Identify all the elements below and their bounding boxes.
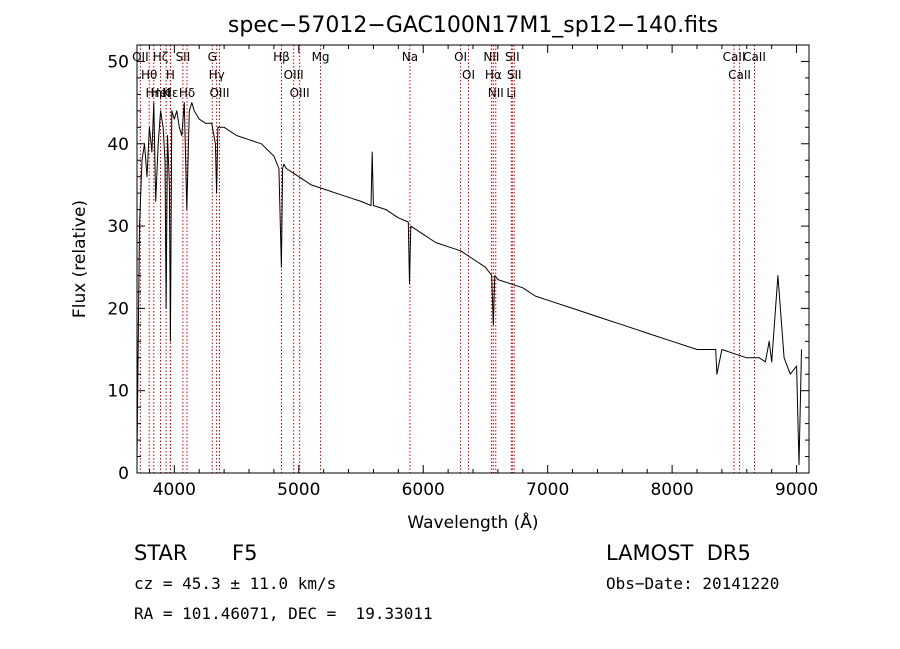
y-tick-label: 20 <box>107 299 129 319</box>
y-tick-label: 10 <box>107 382 129 402</box>
line-marker-label: K <box>162 86 171 100</box>
series-layer <box>136 102 802 466</box>
object-class: STAR <box>134 541 188 565</box>
y-tick-label: 30 <box>107 217 129 237</box>
line-marker-label: Mg <box>312 50 330 64</box>
x-tick-label: 8000 <box>650 480 693 500</box>
x-tick-label: 7000 <box>526 480 569 500</box>
line-marker-label: CaII <box>728 68 751 82</box>
line-marker-layer: OIIHθHηHζHeIKHHεSIIHδGHγOIIIHβOIIIOIIIMg… <box>132 45 766 473</box>
line-marker-label: OIII <box>290 86 310 100</box>
line-marker-label: Hδ <box>179 86 195 100</box>
object-subclass: F5 <box>232 541 258 565</box>
line-marker-label: Hθ <box>141 68 157 82</box>
x-tick-label: 5000 <box>277 480 320 500</box>
redshift-text: cz = 45.3 ± 11.0 km/s <box>134 574 337 593</box>
spectrum-line <box>136 102 802 466</box>
y-tick-label: 50 <box>107 52 129 72</box>
line-marker-label: OII <box>132 50 149 64</box>
line-marker-label: Hη <box>145 86 162 100</box>
line-marker-label: OI <box>454 50 467 64</box>
line-marker-label: NII <box>488 86 504 100</box>
line-marker-label: NII <box>483 50 499 64</box>
x-tick-label: 9000 <box>775 480 818 500</box>
line-marker-label: OI <box>462 68 475 82</box>
line-marker-label: OIII <box>284 68 304 82</box>
line-marker-label: OIII <box>209 86 229 100</box>
survey-release: LAMOST DR5 <box>606 541 751 565</box>
line-marker-label: Hγ <box>209 68 225 82</box>
y-tick-label: 40 <box>107 135 129 155</box>
line-marker-label: Hβ <box>273 50 290 64</box>
line-marker-label: G <box>208 50 217 64</box>
y-tick-label: 0 <box>118 464 129 484</box>
line-marker-label: Hα <box>485 68 502 82</box>
line-marker-label: SII <box>176 50 191 64</box>
obs-date: Obs−Date: 20141220 <box>606 574 780 593</box>
x-tick-label: 6000 <box>402 480 445 500</box>
line-marker-label: CaII <box>743 50 766 64</box>
line-marker-label: SII <box>507 68 522 82</box>
line-marker-label: Li <box>506 86 516 100</box>
x-axis-label: Wavelength (Å) <box>407 511 538 533</box>
x-tick-label: 4000 <box>153 480 196 500</box>
line-marker-label: CaII <box>723 50 746 64</box>
axis-layer: 4000 5000 6000 7000 8000 9000 0 10 20 30 40 50 <box>107 45 818 500</box>
line-marker-label: HeI <box>151 86 171 100</box>
chart-title: spec−57012−GAC100N17M1_sp12−140.fits <box>228 13 718 38</box>
coordinates: RA = 101.46071, DEC = 19.33011 <box>134 604 433 623</box>
y-axis-label: Flux (relative) <box>70 200 90 318</box>
line-marker-label: Hε <box>163 86 179 100</box>
line-marker-label: Na <box>402 50 418 64</box>
line-marker-label: SII <box>505 50 520 64</box>
line-marker-label: H <box>166 68 175 82</box>
